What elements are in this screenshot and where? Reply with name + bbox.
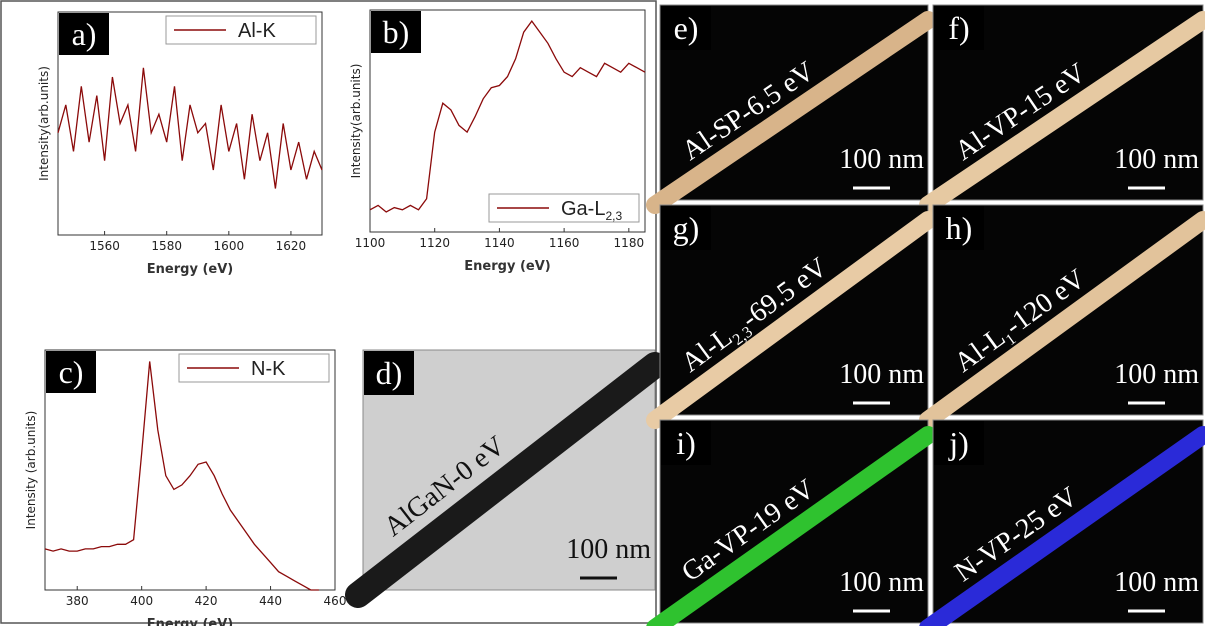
x-tick-label: 380 <box>66 594 89 608</box>
x-tick-label: 1620 <box>276 239 307 253</box>
y-axis-label: Intensity(arb.units) <box>37 66 51 181</box>
nanowire <box>646 211 937 429</box>
panel-label-box <box>661 421 711 465</box>
scale-label: 100 nm <box>1114 144 1199 175</box>
legend-text: N-K <box>251 358 286 380</box>
legend-text: Al-K <box>238 20 276 42</box>
x-tick-label: 1580 <box>151 239 182 253</box>
x-tick-label: 1180 <box>614 236 645 250</box>
panel-label-box <box>661 206 711 250</box>
panel-label-box <box>934 421 984 465</box>
scale-label: 100 nm <box>839 567 924 598</box>
panel-label-box <box>364 351 414 395</box>
panel-label-box <box>59 13 109 55</box>
legend-sub: 2,3 <box>605 209 622 223</box>
panel-label-box <box>934 206 984 250</box>
nanowire <box>919 426 1205 626</box>
panel-label-box <box>934 6 984 50</box>
spectrum-line <box>44 361 319 591</box>
nanowire <box>919 211 1205 429</box>
legend-name: Ga-L <box>561 198 605 220</box>
panel-label-box <box>661 6 711 50</box>
panel-label-box <box>46 351 96 393</box>
x-tick-label: 460 <box>324 594 347 608</box>
panel-label: g) <box>673 210 700 246</box>
panel-label: d) <box>376 355 403 391</box>
spectrum-line <box>57 67 323 189</box>
x-tick-label: 400 <box>130 594 153 608</box>
x-tick-label: 1140 <box>484 236 515 250</box>
panel-label-box <box>371 11 421 53</box>
nanowire <box>919 11 1205 214</box>
x-axis-label: Energy (eV) <box>147 262 233 277</box>
x-tick-label: 1160 <box>549 236 580 250</box>
y-axis-label: Intensity (arb.units) <box>24 411 38 530</box>
panel-label: b) <box>383 14 410 50</box>
panel-label: f) <box>948 10 969 46</box>
x-axis-label: Energy (eV) <box>147 617 233 626</box>
panel-label: c) <box>59 354 84 390</box>
legend-name: N-K <box>251 358 286 380</box>
x-tick-label: 1560 <box>89 239 120 253</box>
frame <box>0 0 657 624</box>
scale-label: 100 nm <box>839 359 924 390</box>
scale-label: 100 nm <box>1114 359 1199 390</box>
legend-name: Al-K <box>238 20 276 42</box>
panel-label: j) <box>948 425 969 461</box>
x-tick-label: 420 <box>195 594 218 608</box>
legend-text: Ga-L2,3 <box>561 198 622 223</box>
scale-label: 100 nm <box>566 534 651 565</box>
panel-label: i) <box>676 425 696 461</box>
panel-label: e) <box>674 10 699 46</box>
x-tick-label: 1120 <box>419 236 450 250</box>
x-tick-label: 440 <box>259 594 282 608</box>
panel-label: a) <box>72 16 97 52</box>
x-axis-label: Energy (eV) <box>464 259 550 274</box>
x-tick-label: 1600 <box>214 239 245 253</box>
nanowire <box>646 11 937 214</box>
nanowire <box>345 352 668 608</box>
y-axis-label: Intensity(arb.units) <box>349 64 363 179</box>
x-tick-label: 1100 <box>355 236 386 250</box>
nanowire <box>646 426 937 626</box>
panel-label: h) <box>946 210 973 246</box>
scale-label: 100 nm <box>1114 567 1199 598</box>
spectrum-line <box>369 19 646 213</box>
scale-label: 100 nm <box>839 144 924 175</box>
